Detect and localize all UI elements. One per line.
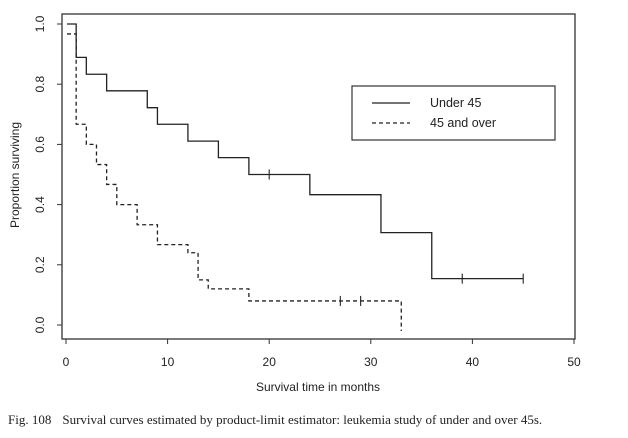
legend-label-under-45: Under 45 (430, 96, 481, 110)
y-tick-label: 0.4 (33, 196, 47, 213)
series-under-45 (67, 23, 524, 284)
y-tick-label: 0.0 (33, 316, 47, 333)
x-tick-label: 50 (567, 355, 581, 369)
y-axis: 0.0 0.2 0.4 0.6 0.8 1.0 (33, 15, 62, 333)
y-tick-label: 0.6 (33, 136, 47, 153)
survival-step-line (67, 33, 402, 332)
figure-number: Fig. 108 (8, 412, 52, 427)
x-tick-label: 20 (263, 355, 277, 369)
y-tick-label: 1.0 (33, 15, 47, 32)
x-axis-label: Survival time in months (256, 380, 380, 394)
x-tick-label: 0 (63, 355, 70, 369)
y-tick-label: 0.8 (33, 76, 47, 93)
survival-chart: 0 10 20 30 40 50 0.0 0.2 0.4 0.6 0.8 1.0 Survival … (8, 13, 581, 394)
x-tick-label: 40 (466, 355, 480, 369)
x-tick-label: 10 (161, 355, 175, 369)
legend-box (351, 85, 556, 141)
y-tick-label: 0.2 (33, 256, 47, 273)
y-axis-label: Proportion surviving (8, 122, 22, 228)
plot-frame (61, 13, 576, 340)
legend: Under 45 45 and over (351, 85, 556, 141)
figure-caption: Fig. 108 Survival curves estimated by pro… (8, 412, 628, 428)
x-axis: 0 10 20 30 40 50 (63, 339, 581, 369)
x-tick-label: 30 (364, 355, 378, 369)
survival-step-line (67, 23, 524, 280)
series-layer (67, 23, 524, 332)
series-45-and-over (67, 33, 402, 332)
figure-caption-text: Survival curves estimated by product-lim… (62, 412, 543, 427)
legend-label-45-and-over: 45 and over (430, 116, 496, 130)
